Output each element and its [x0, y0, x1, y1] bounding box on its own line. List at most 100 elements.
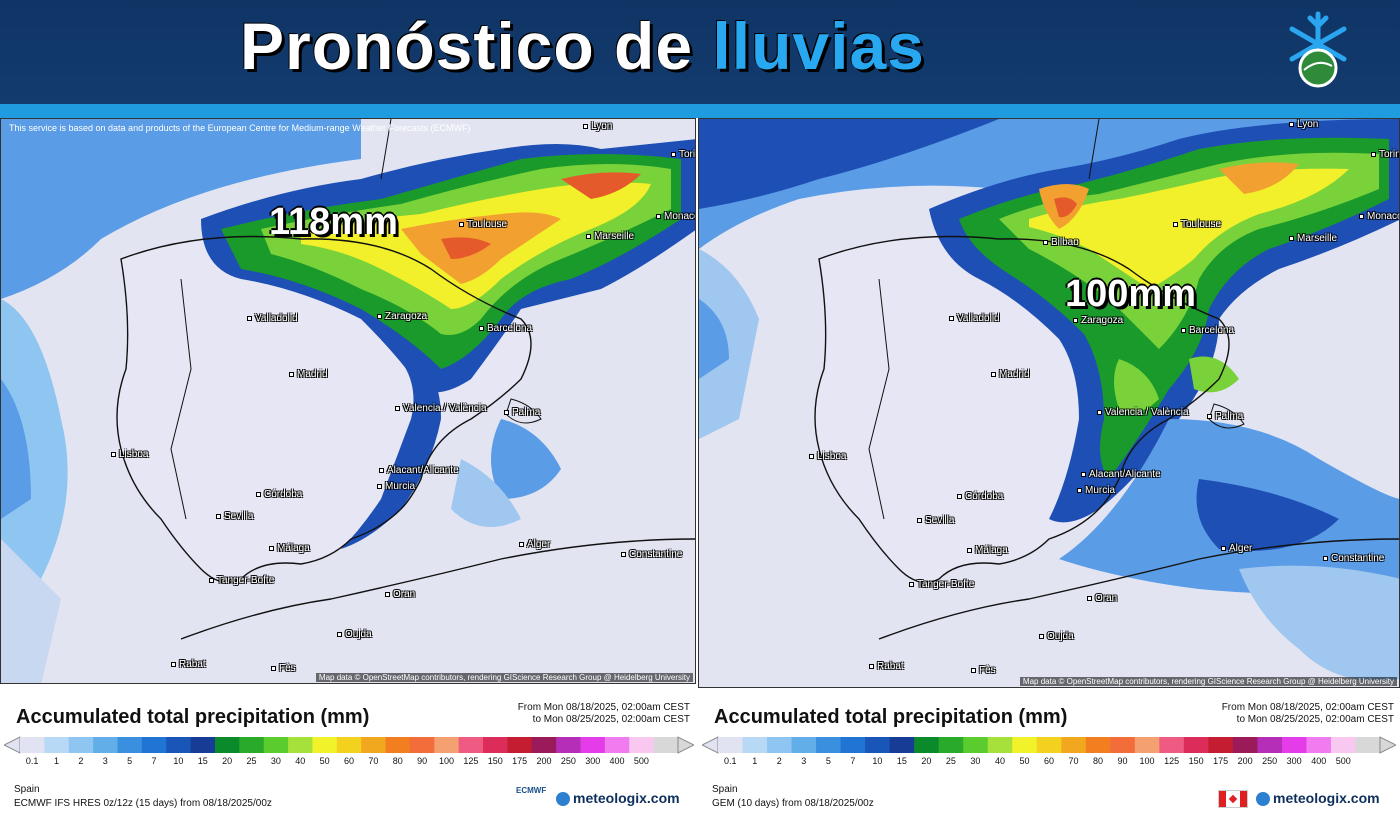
scale-tick-label: 2: [78, 756, 84, 766]
map-attribution: Map data © OpenStreetMap contributors, r…: [315, 673, 693, 682]
city-label: Constantine: [1323, 553, 1384, 564]
scale-tick-label: 30: [970, 756, 981, 766]
scale-swatch: [604, 737, 630, 753]
model-label: GEM (10 days) from 08/18/2025/00z: [712, 798, 874, 809]
city-label: Alger: [519, 539, 550, 550]
scale-swatch: [288, 737, 313, 753]
scale-tick-label: 70: [368, 756, 379, 766]
city-label: Lisboa: [111, 449, 148, 460]
scale-tick-label: 3: [102, 756, 108, 766]
city-label: Barcelona: [1181, 325, 1234, 336]
city-label: Alacant/Alicante: [1081, 469, 1161, 480]
scale-swatch: [1134, 737, 1160, 753]
city-label: Fès: [971, 665, 996, 676]
meteologix-icon: [1256, 792, 1270, 807]
city-label: Barcelona: [479, 323, 532, 334]
city-label: Lisboa: [809, 451, 846, 462]
city-label: Rabat: [171, 659, 206, 670]
city-label: Zaragoza: [1073, 315, 1123, 326]
city-label: Murcia: [1077, 485, 1115, 496]
scale-swatch: [629, 737, 655, 753]
scale-tick-label: 7: [850, 756, 856, 766]
header-banner: Pronóstico de lluvias: [0, 0, 1400, 104]
city-label: Palma: [1207, 411, 1243, 422]
scale-tick-label: 60: [1043, 756, 1055, 766]
city-label: Oran: [385, 589, 415, 600]
scale-swatch: [1232, 737, 1258, 753]
city-label: Marseille: [586, 231, 634, 242]
scale-tick-label: 20: [222, 756, 233, 766]
scale-tick-label: 80: [1093, 756, 1104, 766]
scale-swatch: [531, 737, 557, 753]
ecmwf-logo: ECMWF: [516, 786, 547, 795]
model-label: ECMWF IFS HRES 0z/12z (15 days) from 08/…: [14, 798, 272, 809]
city-label: Oujda: [1039, 631, 1074, 642]
scale-swatch: [1159, 737, 1185, 753]
scale-tick-label: 40: [994, 756, 1005, 766]
title-part-2: lluvias: [712, 9, 925, 83]
scale-swatch: [1208, 737, 1234, 753]
scale-swatch: [556, 737, 582, 753]
scale-arrow-left: [4, 736, 21, 754]
city-label: Oujda: [337, 629, 372, 640]
city-label: Córdoba: [957, 491, 1003, 502]
city-label: Toulouse: [459, 219, 507, 230]
precipitation-map: 100mm Lyon Torin Monaco Toulouse Bilbao …: [698, 118, 1400, 688]
legend-period: From Mon 08/18/2025, 02:00am CEST to Mon…: [518, 702, 690, 726]
scale-tick-label: 500: [633, 756, 649, 766]
scale-tick-label: 40: [295, 756, 306, 766]
scale-tick-label: 400: [609, 756, 625, 766]
scale-tick-label: 0.1: [25, 756, 39, 766]
scale-swatch: [1281, 737, 1307, 753]
scale-tick-label: 60: [343, 756, 355, 766]
scale-tick-label: 100: [438, 756, 454, 766]
scale-swatch: [767, 737, 793, 753]
city-label: Córdoba: [256, 489, 302, 500]
scale-tick-label: 150: [487, 756, 503, 766]
city-label: Marseille: [1289, 233, 1337, 244]
title-part-1: Pronóstico de: [240, 9, 694, 83]
scale-swatch: [190, 737, 216, 753]
scale-swatch: [336, 737, 362, 753]
color-scale-bar: [4, 736, 694, 754]
brand-text: meteologix.com: [1273, 790, 1380, 806]
city-label: Zaragoza: [377, 311, 427, 322]
city-label: Sevilla: [216, 511, 253, 522]
scale-swatch: [914, 737, 940, 753]
scale-tick-label: 80: [392, 756, 403, 766]
color-scale-bar: [702, 736, 1396, 754]
legend-title: Accumulated total precipitation (mm): [16, 706, 370, 728]
scale-swatch: [718, 737, 744, 753]
city-label: Constantine: [621, 549, 682, 560]
scale-tick-label: 10: [872, 756, 883, 766]
scale-swatch: [68, 737, 94, 753]
scale-swatch: [816, 737, 842, 753]
scale-tick-label: 250: [560, 756, 576, 766]
scale-swatch: [938, 737, 964, 753]
map-panel-ecmwf: This service is based on data and produc…: [0, 118, 696, 684]
scale-swatch: [1012, 737, 1038, 753]
scale-tick-label: 500: [1335, 756, 1351, 766]
city-label: Tanger-Bofte: [209, 575, 274, 586]
period-from: From Mon 08/18/2025, 02:00am CEST: [517, 702, 690, 713]
scale-tick-label: 0.1: [723, 756, 737, 766]
scale-tick-label: 125: [1164, 756, 1180, 766]
precipitation-map: This service is based on data and produc…: [0, 118, 696, 684]
meteologix-icon: [556, 792, 570, 807]
scale-swatch: [840, 737, 866, 753]
scale-swatch: [742, 737, 768, 753]
scale-arrow-left: [702, 736, 719, 754]
scale-tick-label: 70: [1068, 756, 1079, 766]
scale-swatch: [987, 737, 1013, 753]
brand-text: meteologix.com: [573, 790, 680, 806]
scale-swatch: [507, 737, 533, 753]
city-label: Monaco: [1359, 211, 1399, 222]
city-label: Torin: [671, 149, 695, 160]
scale-tick-label: 100: [1139, 756, 1155, 766]
scale-swatch: [117, 737, 143, 753]
scale-tick-label: 400: [1311, 756, 1327, 766]
scale-swatch: [889, 737, 915, 753]
scale-swatch: [653, 737, 679, 753]
scale-swatch: [1355, 737, 1381, 753]
scale-tick-label: 25: [246, 756, 257, 766]
